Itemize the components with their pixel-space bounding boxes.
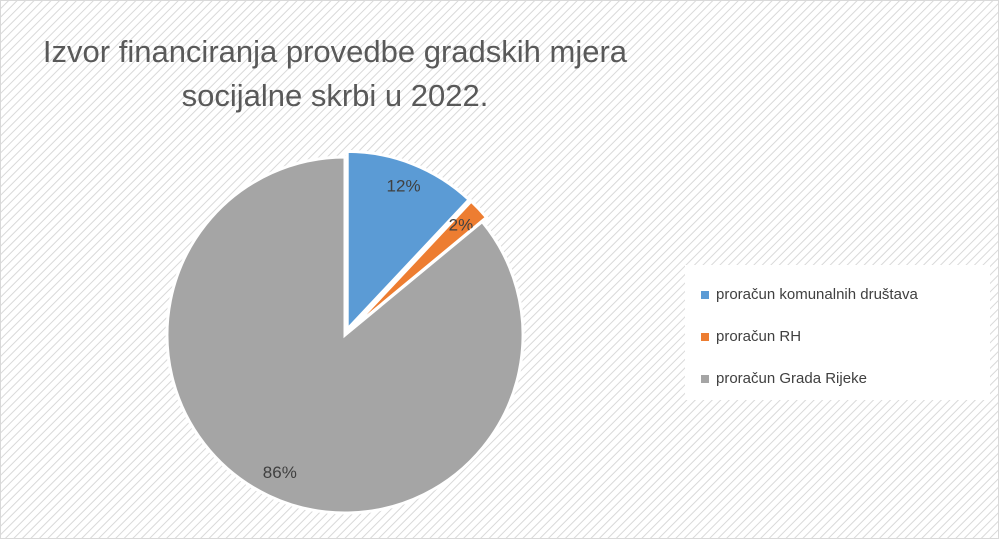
chart-title: Izvor financiranja provedbe gradskih mje… (42, 34, 628, 113)
pie-slice (348, 199, 489, 333)
pie-slice (345, 149, 472, 334)
legend-marker (701, 375, 709, 383)
legend-label: proračun Grada Rijeke (716, 370, 867, 387)
data-label: 86% (263, 463, 297, 482)
data-label: 12% (387, 177, 421, 196)
pie-slice (165, 155, 525, 515)
legend-label: proračun RH (716, 328, 801, 345)
legend-box (685, 265, 990, 400)
data-label: 2% (449, 216, 474, 235)
legend-label: proračun komunalnih društava (716, 286, 918, 303)
legend-marker (701, 291, 709, 299)
legend-marker (701, 333, 709, 341)
